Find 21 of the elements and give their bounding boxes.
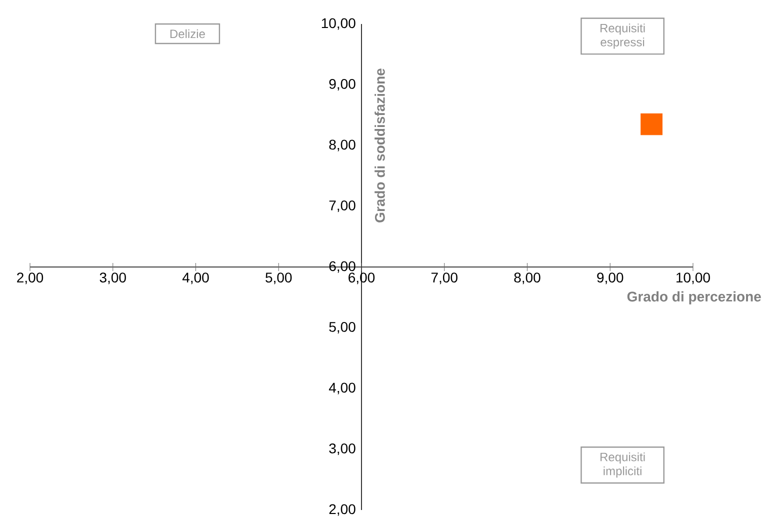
annotation: Delizie [170,29,205,38]
x-tick-label: 10,00 [676,272,710,284]
y-tick-label: 4,00 [328,382,356,394]
y-tick-label: 7,00 [329,200,356,212]
x-axis-title: Grado di percezione [627,291,761,304]
x-tick-label: 7,00 [431,272,458,284]
y-tick-label: 5,00 [329,322,356,334]
x-tick-label: 9,00 [597,272,624,284]
annotation: Requisiti impliciti [600,452,645,478]
x-tick-label: 3,00 [100,272,126,284]
y-tick-label: 2,00 [329,504,356,516]
annotation: Requisiti espressi [600,24,645,49]
y-tick-label: 10,00 [322,18,356,30]
x-tick-label: 2,00 [17,272,44,284]
x-tick-label: 4,00 [182,272,209,284]
x-tick-label: 8,00 [514,272,540,284]
y-tick-label: 8,00 [329,140,356,152]
x-tick-label: 5,00 [266,272,292,284]
y-tick-label: 3,00 [329,443,356,456]
y-tick-label: 9,00 [329,78,356,91]
y-axis-title: Grado di soddisfazione [374,68,385,222]
